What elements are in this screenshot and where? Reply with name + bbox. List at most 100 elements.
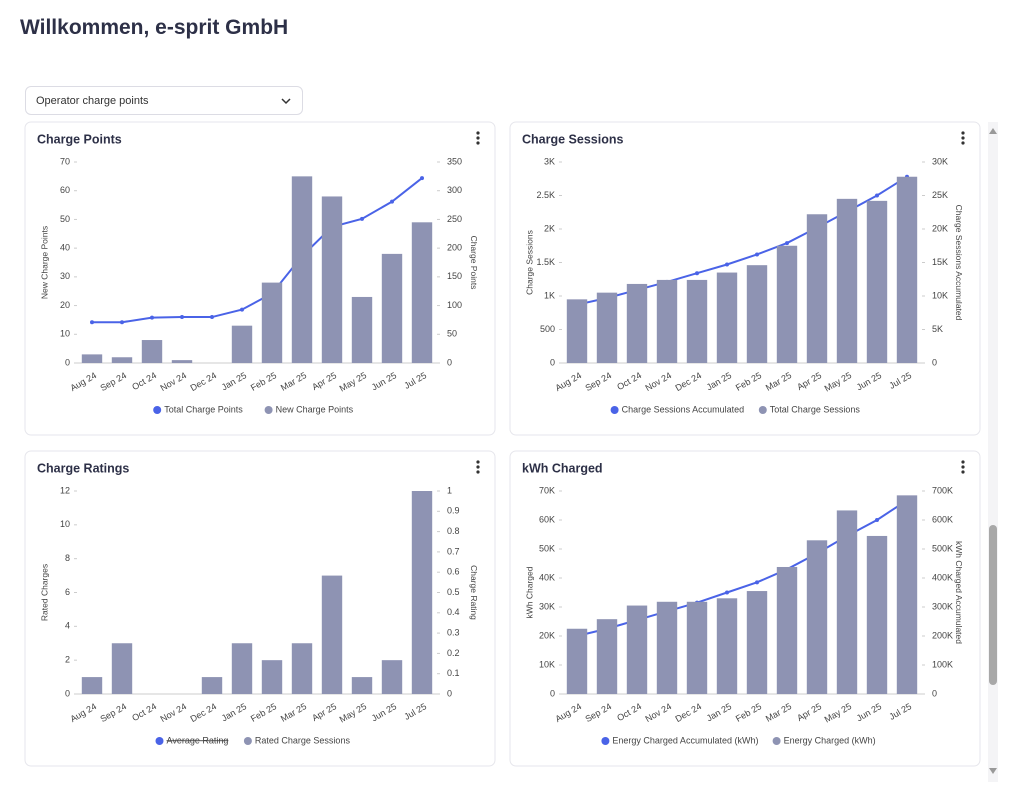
bar — [626, 605, 648, 694]
y2-tick-label: 400K — [932, 572, 953, 582]
legend-marker — [772, 737, 781, 745]
legend-label[interactable]: Total Charge Sessions — [770, 404, 861, 414]
bar — [321, 196, 343, 363]
y2-tick-label: 100 — [447, 300, 462, 310]
legend-label[interactable]: Energy Charged (kWh) — [784, 735, 876, 745]
y2-axis-label: Charge Rating — [469, 565, 479, 620]
legend-label[interactable]: Total Charge Points — [164, 404, 243, 414]
menu-dot — [961, 136, 965, 140]
menu-dot — [476, 460, 480, 464]
menu-dot — [961, 141, 965, 145]
legend-label[interactable]: Average Rating — [167, 735, 229, 745]
bar — [81, 677, 103, 694]
bar — [261, 660, 283, 694]
line-point — [755, 580, 759, 585]
y2-axis-label: Charge Points — [469, 236, 479, 290]
y2-tick-label: 0.1 — [447, 668, 460, 678]
operator-dropdown[interactable]: Operator charge points — [25, 86, 303, 115]
legend-marker — [758, 406, 767, 414]
line-point — [755, 252, 759, 257]
y-tick-label: 6 — [65, 587, 70, 597]
legend-marker — [243, 737, 252, 745]
bar — [686, 279, 708, 363]
scroll-down[interactable] — [989, 768, 997, 774]
y-tick-label: 20 — [60, 300, 70, 310]
y-tick-label: 60 — [60, 185, 70, 195]
y2-tick-label: 150 — [447, 271, 462, 281]
bar — [866, 200, 888, 363]
chart-title: Charge Points — [37, 132, 122, 146]
y-tick-label: 0 — [550, 357, 555, 367]
card — [24, 450, 496, 767]
y-tick-label: 40K — [539, 572, 555, 582]
y-tick-label: 10 — [60, 519, 70, 529]
y2-tick-label: 0.3 — [447, 627, 460, 637]
bar — [291, 176, 313, 363]
legend-marker — [610, 406, 619, 414]
y-tick-label: 10K — [539, 659, 555, 669]
line — [92, 177, 423, 324]
line-point — [240, 307, 244, 312]
bar — [201, 677, 223, 694]
bar — [351, 296, 373, 363]
y-tick-label: 10 — [60, 329, 70, 339]
y-tick-label: 30 — [60, 271, 70, 281]
line-point — [150, 315, 154, 320]
legend-label[interactable]: Energy Charged Accumulated (kWh) — [612, 735, 758, 745]
bar — [716, 598, 738, 694]
y2-tick-label: 0.9 — [447, 506, 460, 516]
line-point — [725, 262, 729, 267]
y-tick-label: 2K — [544, 223, 555, 233]
legend-label[interactable]: Rated Charge Sessions — [255, 735, 351, 745]
y-tick-label: 50 — [60, 214, 70, 224]
bar — [321, 575, 343, 694]
bar — [111, 643, 133, 694]
menu-dot — [961, 460, 965, 464]
y-tick-label: 500 — [540, 324, 555, 334]
line-point — [210, 315, 214, 320]
line-point — [360, 216, 364, 221]
bar — [746, 591, 768, 694]
bar — [776, 566, 798, 694]
bar — [141, 340, 163, 363]
scroll-up[interactable] — [989, 128, 997, 134]
legend-label[interactable]: Charge Sessions Accumulated — [622, 404, 745, 414]
line-point — [90, 320, 94, 325]
line-point — [785, 241, 789, 246]
bar — [656, 601, 678, 694]
bar — [566, 299, 588, 363]
y2-tick-label: 0.2 — [447, 648, 460, 658]
y2-tick-label: 0 — [932, 688, 937, 698]
y2-tick-label: 0.5 — [447, 587, 460, 597]
bar — [381, 253, 403, 363]
page-title: Willkommen, e-sprit GmbH — [20, 16, 289, 39]
bar — [351, 677, 373, 694]
y-tick-label: 0 — [550, 688, 555, 698]
legend-marker — [264, 406, 273, 414]
scrollbar-thumb[interactable] — [989, 525, 997, 685]
bar — [836, 510, 858, 694]
bar — [231, 643, 253, 694]
bar — [776, 245, 798, 363]
bar — [746, 265, 768, 363]
line-point — [695, 271, 699, 276]
y2-tick-label: 5K — [932, 324, 943, 334]
y2-tick-label: 0 — [447, 357, 452, 367]
scrollbar-track — [988, 122, 998, 782]
legend-marker — [601, 737, 610, 745]
dropdown-label: Operator charge points — [36, 95, 149, 107]
line-point — [875, 518, 879, 522]
bar — [171, 360, 193, 363]
bar — [866, 535, 888, 694]
y2-tick-label: 200K — [932, 630, 953, 640]
y2-tick-label: 15K — [932, 257, 948, 267]
y2-tick-label: 600K — [932, 514, 953, 524]
menu-dot — [476, 136, 480, 140]
y2-tick-label: 0.6 — [447, 567, 460, 577]
bar — [656, 279, 678, 363]
legend-label[interactable]: New Charge Points — [276, 404, 354, 414]
menu-dot — [476, 465, 480, 469]
y2-tick-label: 0 — [932, 357, 937, 367]
y-tick-label: 0 — [65, 688, 70, 698]
